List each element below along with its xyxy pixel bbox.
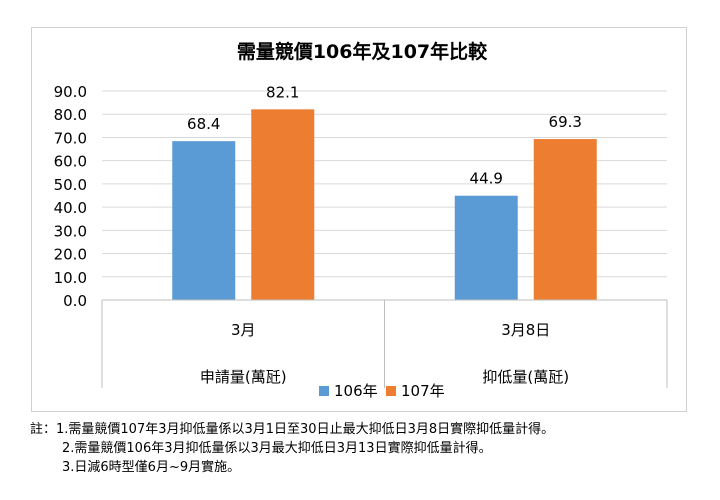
data-label: 69.3 [549, 113, 582, 131]
legend-label: 106年 [334, 382, 378, 400]
data-label: 44.9 [470, 170, 503, 188]
bars [172, 109, 597, 301]
y-tick-label: 10.0 [54, 269, 87, 287]
footnote-1: 註：1.需量競價107年3月抑低量係以3月1日至30日止最大抑低日3月8日實際抑… [30, 422, 555, 437]
y-tick-label: 30.0 [54, 222, 87, 240]
y-tick-label: 20.0 [54, 246, 87, 264]
legend: 106年 107年 [319, 382, 445, 400]
bar-series1-cat1 [172, 141, 236, 300]
bar-series1-cat2 [454, 195, 518, 300]
footnote-2: 2.需量競價106年3月抑低量係以3月最大抑低日3月13日實際抑低量計得。 [62, 441, 492, 456]
y-axis-ticks: 0.0 10.0 20.0 30.0 40.0 50.0 60.0 70.0 80.0 90.0 [54, 83, 87, 310]
legend-swatch [386, 386, 396, 396]
y-tick-label: 60.0 [54, 153, 87, 171]
x-category-label: 3月 [231, 321, 256, 339]
x-group-label-2: 抑低量(萬瓩) [482, 368, 569, 386]
y-tick-label: 80.0 [54, 106, 87, 124]
legend-label: 107年 [401, 382, 445, 400]
demand-bidding-bar-chart: 需量競價106年及107年比較 0.0 10.0 20.0 30.0 40.0 50.0 6… [54, 40, 668, 400]
data-labels: 68.4 82.1 44.9 69.3 [187, 83, 582, 187]
y-tick-label: 70.0 [54, 129, 87, 147]
bar-series2-cat1 [251, 109, 315, 301]
footnote-3: 3.日減6時型僅6月~9月實施。 [62, 460, 241, 475]
chart-title: 需量競價106年及107年比較 [237, 40, 488, 63]
legend-swatch [319, 386, 329, 396]
footnotes: 註：1.需量競價107年3月抑低量係以3月1日至30日止最大抑低日3月8日實際抑… [30, 420, 554, 477]
y-tick-label: 90.0 [54, 83, 87, 101]
y-tick-label: 50.0 [54, 176, 87, 194]
chart-frame: 需量競價106年及107年比較 0.0 10.0 20.0 30.0 40.0 50.0 6… [31, 27, 687, 412]
bar-series2-cat2 [533, 139, 597, 300]
x-category-label: 3月8日 [501, 321, 550, 339]
y-tick-label: 0.0 [63, 292, 87, 310]
y-tick-label: 40.0 [54, 199, 87, 217]
data-label: 82.1 [266, 83, 299, 101]
data-label: 68.4 [187, 115, 220, 133]
x-group-label-1: 申請量(萬瓩) [200, 368, 287, 386]
